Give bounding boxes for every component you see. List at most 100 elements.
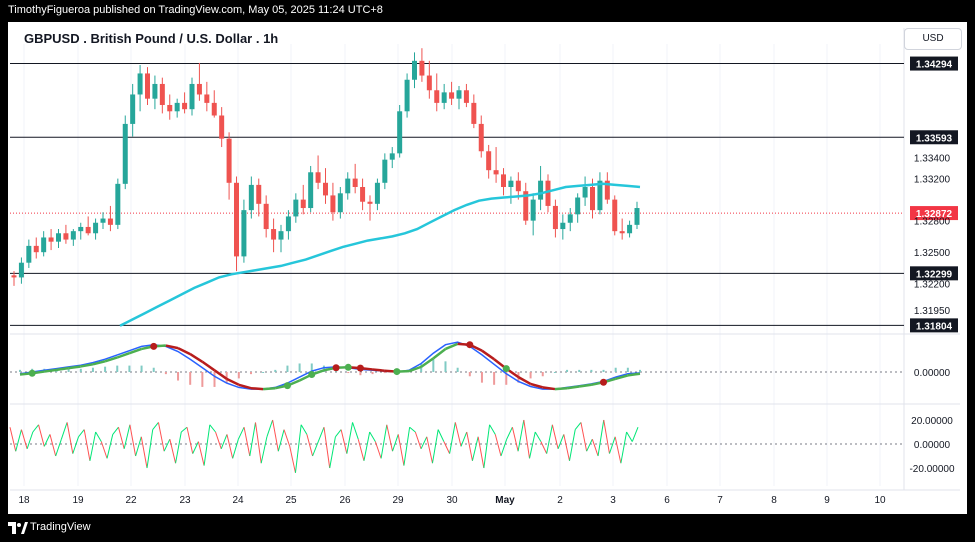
macd-slow-segment [165,344,179,350]
macd-histogram-bar [383,372,386,374]
published-text: TimothyFigueroa published on TradingView… [8,4,383,16]
candle-body [397,111,403,154]
macd-histogram-bar [164,372,167,375]
date-tick-label: 2 [557,495,563,506]
price-line-label-bg [910,130,958,145]
candle-body [360,187,366,202]
osc-segment [9,427,17,452]
osc-segment [386,424,393,452]
price-tick-label: 1.31950 [914,306,951,317]
osc-segment [26,431,34,449]
osc-segment [226,434,234,459]
candle-body [590,187,595,211]
candle-body [374,182,380,204]
candle-body [11,275,17,278]
candle-body [508,180,514,187]
macd-histogram-bar [116,365,119,372]
osc-segment [135,436,142,457]
osc-segment [117,427,125,449]
candle-body [315,172,321,183]
osc-segment [220,434,228,449]
chart-frame [8,22,967,514]
osc-segment [574,422,582,430]
candle-body [530,199,536,221]
candle-body [63,233,69,240]
osc-segment [460,431,468,447]
osc-segment [540,441,548,454]
macd-histogram-bar [91,367,94,372]
price-tick-label: 1.32500 [914,248,951,259]
osc-segment [517,419,525,452]
price-tick-label: 1.33400 [914,154,951,165]
candle-body [486,151,492,171]
osc-segment [249,422,256,457]
candle-body [85,226,91,234]
macd-histogram-bar [541,372,544,377]
price-lines: 1.34294 1.33593 1.32299 1.31804 1.32872 [10,56,958,333]
macd-histogram-bar [480,372,483,383]
macd-slow-segment [408,365,422,373]
candle-body [567,214,573,223]
candle-body [463,90,469,103]
candle-body [196,83,202,95]
candle-body [263,203,269,230]
currency-button[interactable]: USD [904,28,962,50]
candle-body [115,183,121,225]
osc-segment [232,439,239,459]
osc-segment [180,426,188,433]
macd-histogram-bar [347,372,350,374]
date-tick-label: 24 [232,495,244,506]
osc-segment [277,429,285,452]
macd-slow-segment [445,342,459,351]
macd-slow-segment [542,386,556,391]
candle-body [293,199,299,217]
macd-histogram-bar [493,372,496,385]
macd-histogram-bar [322,365,325,372]
osc-segment [289,446,296,473]
osc-segment [546,424,553,454]
candle-body [545,180,551,206]
osc-segment [112,426,119,435]
osc-segment [529,431,536,459]
osc-segment [78,429,85,438]
macd-histogram-bar [286,365,289,372]
osc-segment [283,429,291,447]
macd-slow-segment [116,352,130,359]
osc-segment [175,431,182,464]
macd-histogram-bar [432,359,435,372]
macd-slow-segment [627,372,641,377]
date-tick-label: 23 [179,495,191,506]
osc-segment [340,429,348,454]
osc-segment [557,434,565,449]
osc-segment [43,434,51,447]
candle-body [412,60,417,80]
price-tick-label: 1.33200 [914,175,951,186]
osc-segment [506,426,513,440]
candle-body [167,104,173,112]
osc-segment [489,424,496,435]
macd-slow-segment [68,365,81,370]
candle-body [256,184,262,204]
candle-body [48,237,54,242]
osc-segment [471,436,479,461]
candle-body [478,123,484,152]
candle-body [145,73,150,99]
osc-segment [437,429,445,442]
osc-segment [631,427,639,442]
osc-segment [426,436,433,464]
macd-histogram-bar [152,367,155,372]
date-tick-label: 26 [339,495,351,506]
osc-tick-label: 20.00000 [911,416,953,427]
osc-segment [586,438,593,452]
macd-histogram-bar [359,372,362,376]
macd-histogram-bar [189,372,192,385]
candle-body [70,231,76,240]
osc-segment [306,434,314,457]
osc-segment [329,436,336,469]
candle-body [271,229,277,240]
top-bar: TimothyFigueroa published on TradingView… [0,0,975,22]
candle-body [434,90,440,103]
x-axis-labels: 18 19 22 23 24 25 26 29 30 May 2 3 6 7 8 9 10 [18,495,886,506]
osc-segment [626,431,633,442]
